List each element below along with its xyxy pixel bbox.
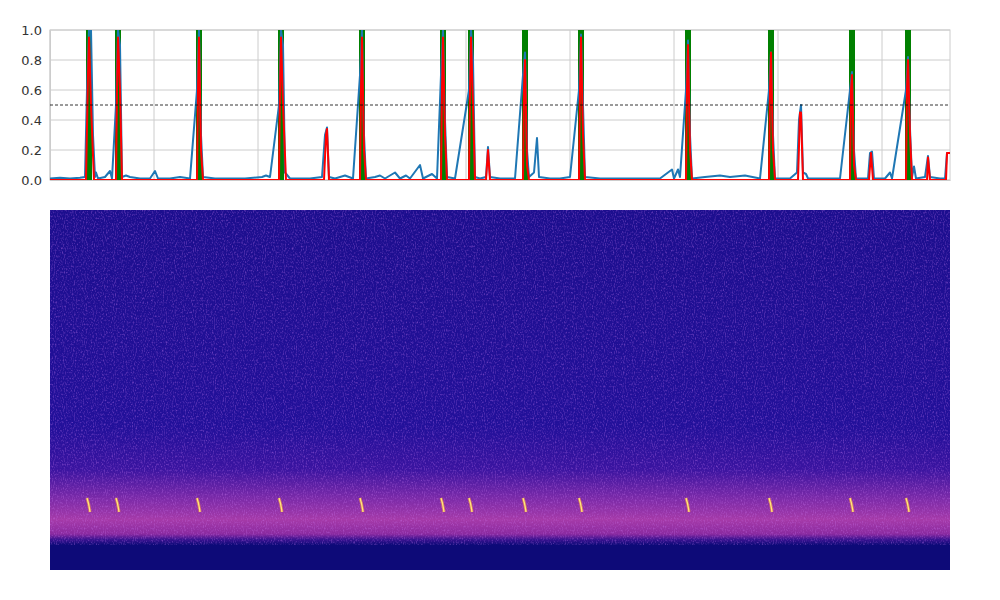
call-glow: [579, 498, 582, 512]
call-trace: [579, 498, 582, 512]
y-tick: 1.0: [21, 23, 50, 38]
grid: [50, 30, 950, 180]
plot-area: [50, 30, 950, 180]
series-line: [50, 38, 950, 181]
call-glow: [469, 498, 472, 512]
plot-frame: [50, 30, 950, 180]
call-trace: [360, 498, 363, 512]
x-grid-line: [154, 30, 155, 180]
spectrogram-noise: [50, 210, 950, 545]
x-axis-line: [51, 180, 951, 181]
call-trace: [906, 498, 909, 512]
y-tick: 0.0: [21, 173, 50, 188]
y-tick: 0.6: [21, 83, 50, 98]
call-trace: [279, 498, 282, 512]
y-tick: 0.8: [21, 53, 50, 68]
y-tick-label: 0.4: [21, 113, 42, 128]
y-tick-label: 0.0: [21, 173, 42, 188]
y-grid-line: [50, 150, 950, 151]
call-trace: [469, 498, 472, 512]
call-trace: [850, 498, 853, 512]
y-tick: 0.4: [21, 113, 50, 128]
call-trace: [769, 498, 772, 512]
call-glow: [197, 498, 200, 512]
y-tick-label: 1.0: [21, 23, 42, 38]
threshold-line: [50, 105, 950, 106]
y-grid-line: [50, 90, 950, 91]
call-glow: [523, 498, 526, 512]
call-glow: [360, 498, 363, 512]
call-glow: [116, 498, 119, 512]
series-line: [50, 30, 950, 179]
y-grid-line: [50, 60, 950, 61]
call-trace: [116, 498, 119, 512]
spectrogram-background: [50, 210, 950, 570]
call-trace: [197, 498, 200, 512]
call-glow: [87, 498, 90, 512]
x-grid-line: [674, 30, 675, 180]
y-tick: 0.2: [21, 143, 50, 158]
y-tick-label: 0.6: [21, 83, 42, 98]
call-glow: [850, 498, 853, 512]
chart-root: 0.0 0.2 0.4 0.6 0.8 1.0: [0, 0, 1000, 600]
y-grid-line: [50, 120, 950, 121]
y-tick-label: 0.8: [21, 53, 42, 68]
y-axis: 0.0 0.2 0.4 0.6 0.8 1.0: [21, 23, 50, 188]
call-trace: [686, 498, 689, 512]
y-axis-line: [50, 31, 51, 181]
call-glow: [279, 498, 282, 512]
call-glow: [769, 498, 772, 512]
y-tick-label: 0.2: [21, 143, 42, 158]
call-trace: [87, 498, 90, 512]
call-trace: [441, 498, 444, 512]
call-glow: [441, 498, 444, 512]
call-trace: [523, 498, 526, 512]
call-glow: [906, 498, 909, 512]
spectrogram: [50, 210, 950, 570]
call-glow: [686, 498, 689, 512]
